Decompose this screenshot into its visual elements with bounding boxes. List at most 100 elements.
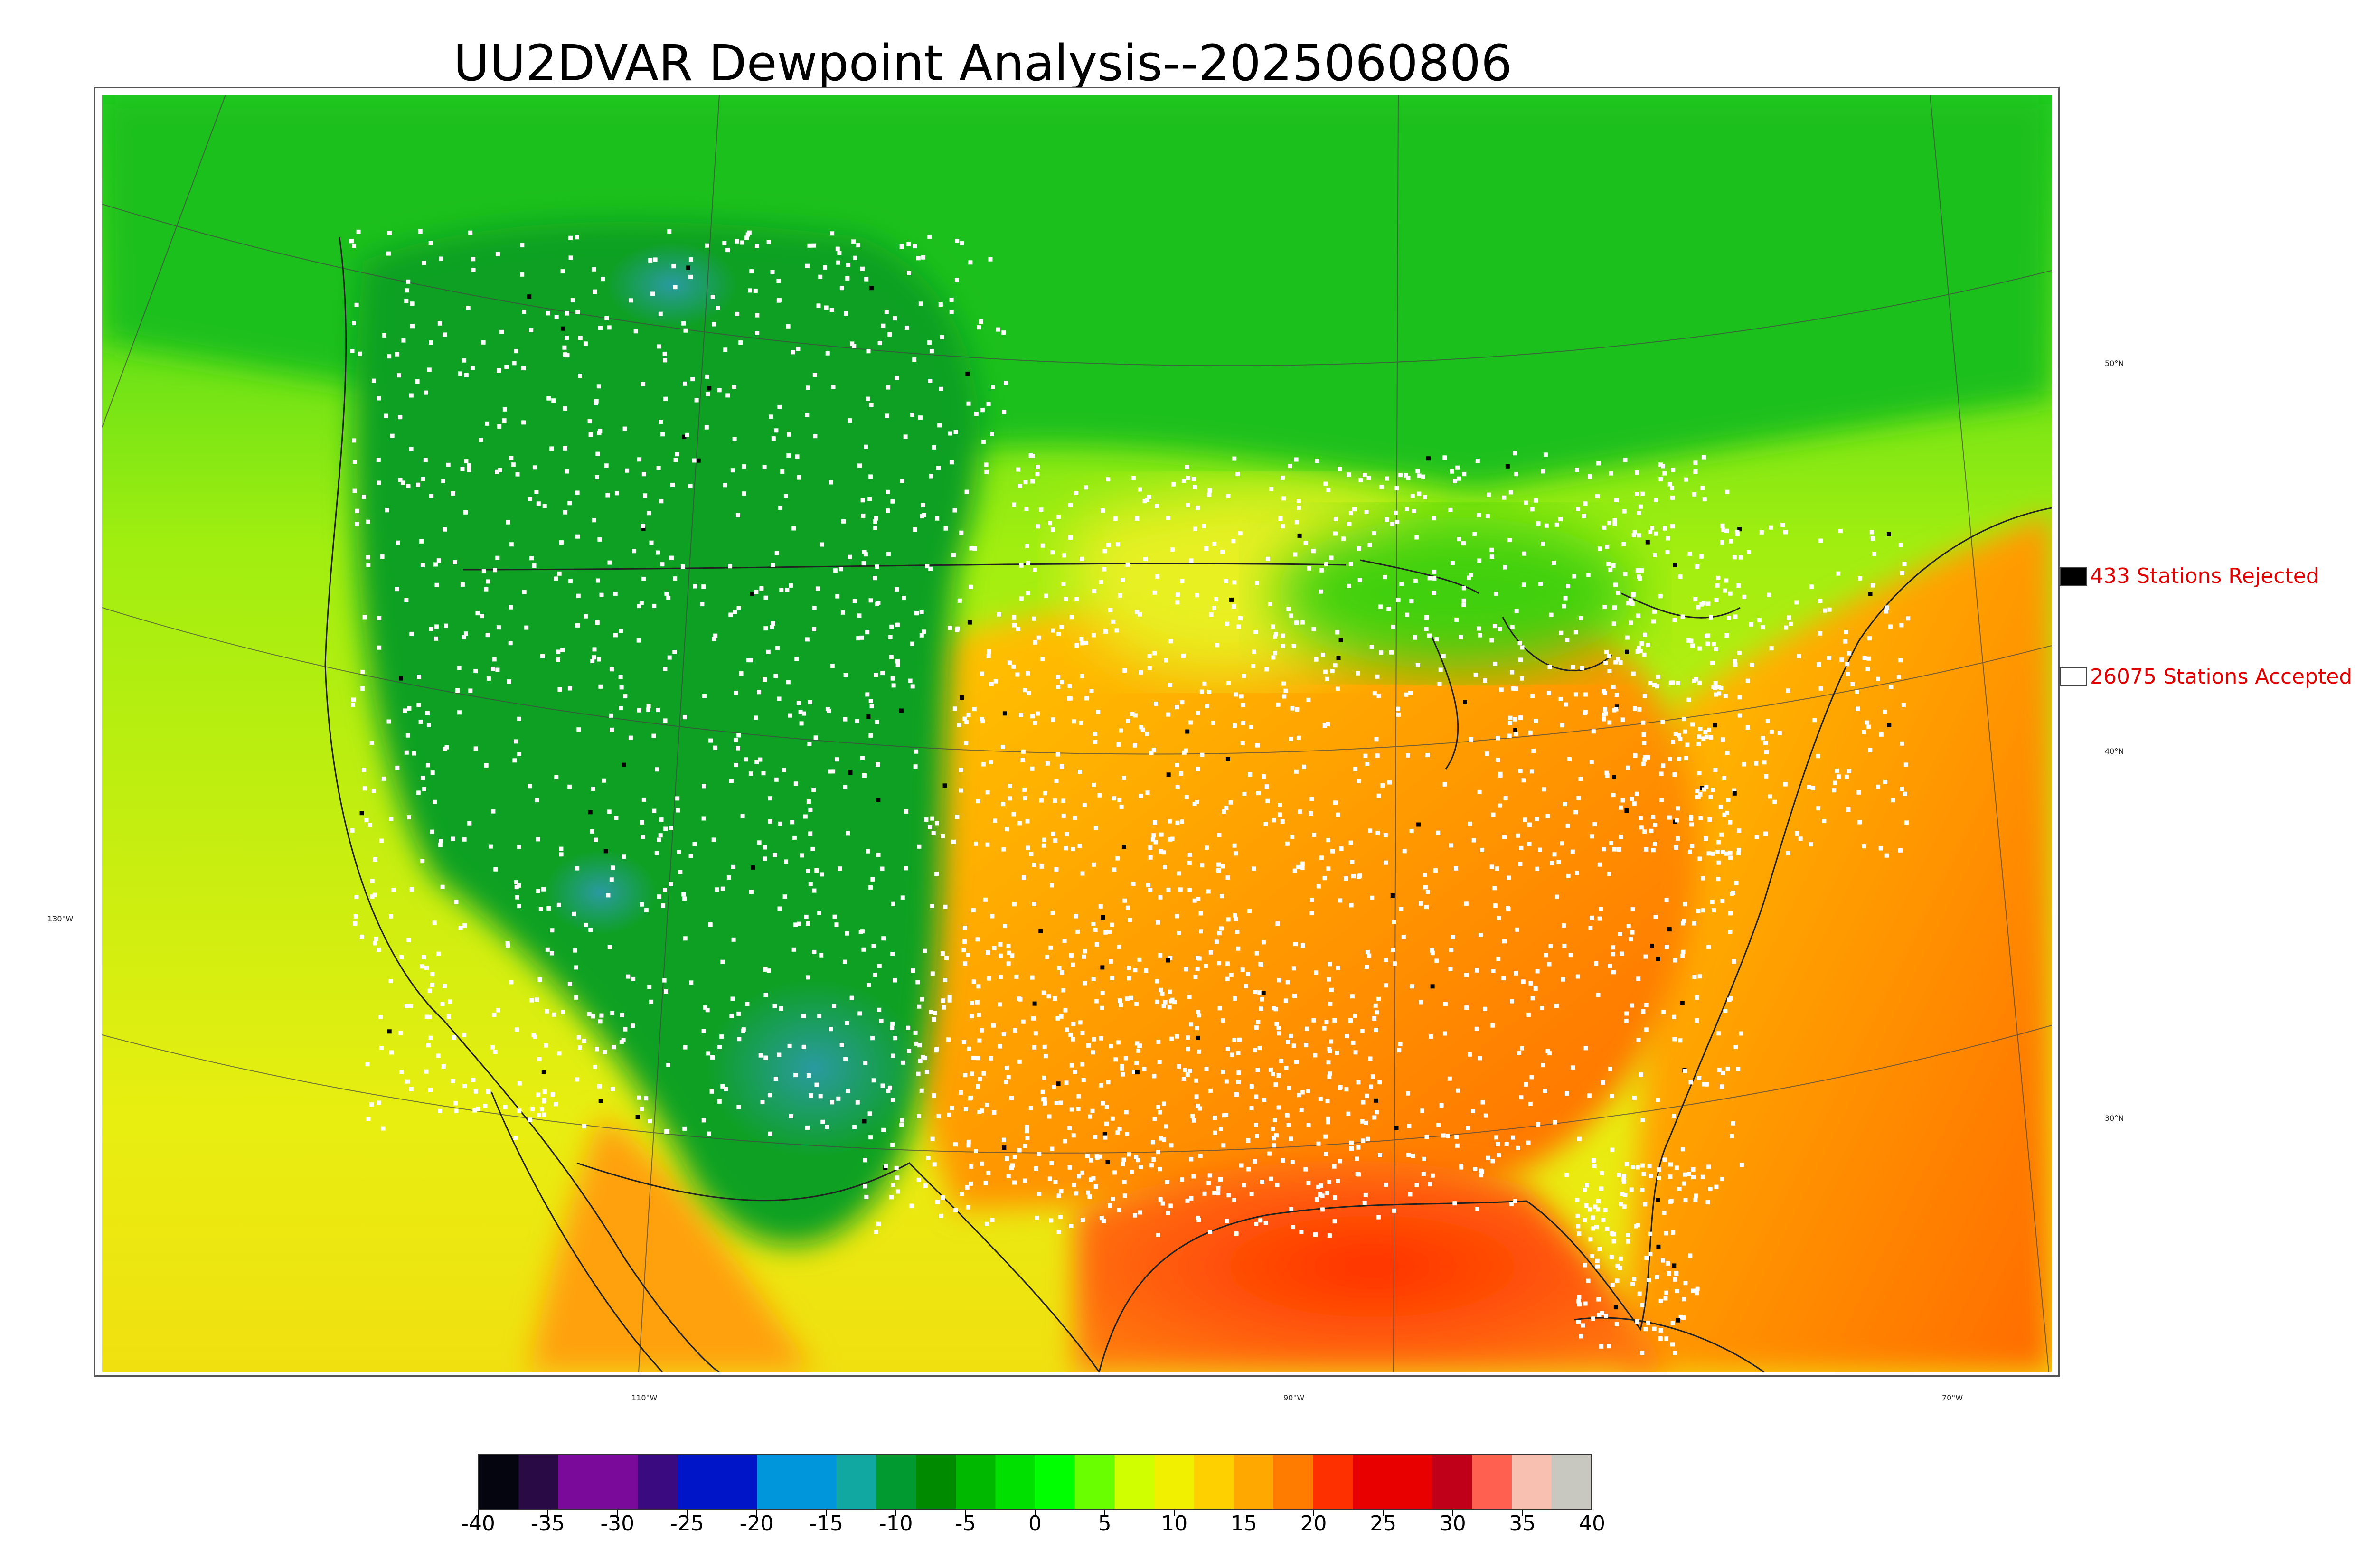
station-accepted [1281,496,1286,501]
station-accepted [816,303,821,308]
station-accepted [1177,871,1181,876]
station-accepted [418,229,423,234]
station-accepted [963,961,968,966]
station-accepted [1591,1316,1595,1321]
station-accepted [812,627,817,631]
station-accepted [1693,1198,1698,1202]
station-accepted [817,911,821,915]
station-accepted [1044,593,1048,598]
station-accepted [1523,817,1527,822]
station-accepted [542,1112,546,1117]
station-accepted [1678,574,1683,579]
station-accepted [506,520,510,525]
station-accepted [1673,958,1678,963]
station-accepted [1242,1183,1246,1188]
station-accepted [949,460,954,465]
station-accepted [1316,1184,1321,1189]
station-accepted [631,976,636,981]
station-accepted [886,489,890,494]
station-accepted [701,1029,706,1033]
station-accepted [584,614,588,619]
station-accepted [1255,1134,1259,1138]
station-accepted [1677,1187,1682,1191]
station-accepted [1061,988,1066,993]
station-accepted [1193,975,1198,979]
station-accepted [848,554,852,559]
station-accepted [1780,523,1785,527]
station-accepted [1404,473,1408,478]
station-accepted [980,1108,984,1113]
station-accepted [1063,1139,1067,1144]
station-accepted [1166,1211,1170,1215]
station-accepted [1054,867,1059,872]
station-accepted [705,374,709,379]
station-accepted [1072,719,1076,724]
station-accepted [1333,800,1338,805]
station-accepted [1733,614,1738,619]
station-accepted [1216,868,1221,873]
station-accepted [720,886,725,891]
station-accepted [973,1149,978,1154]
station-accepted [1637,1291,1642,1296]
station-accepted [1350,994,1355,999]
station-accepted [496,625,501,630]
lat-label-40: 40°N [2105,747,2124,756]
station-rejected [399,676,403,681]
station-accepted [1168,989,1172,994]
station-accepted [900,895,905,900]
station-accepted [1640,1188,1645,1192]
station-accepted [768,1131,772,1136]
station-accepted [1716,1031,1721,1036]
station-accepted [1274,1133,1279,1138]
station-rejected [527,294,532,299]
station-markers[interactable] [349,229,1911,1355]
station-accepted [1618,1266,1622,1270]
station-accepted [514,739,518,744]
station-accepted [1683,902,1687,907]
station-accepted [881,323,886,328]
station-accepted [641,797,646,802]
station-accepted [1878,846,1883,851]
station-accepted [1399,582,1404,586]
station-accepted [936,466,941,470]
station-accepted [1307,566,1311,571]
station-accepted [427,1014,432,1019]
station-accepted [1166,516,1171,520]
station-accepted [1721,1070,1725,1075]
station-accepted [647,985,652,989]
station-accepted [1035,472,1040,477]
station-accepted [425,711,430,715]
station-accepted [1068,503,1073,507]
station-accepted [1316,884,1321,889]
station-accepted [728,612,733,617]
colorbar-tick [965,1510,966,1516]
station-accepted [1155,979,1159,984]
station-accepted [1668,1174,1673,1179]
station-accepted [464,373,469,377]
station-accepted [562,345,567,350]
station-accepted [791,350,795,355]
station-accepted [1447,1076,1452,1081]
station-accepted [1049,1218,1054,1223]
station-accepted [1608,1067,1612,1071]
station-accepted [568,235,573,240]
station-accepted [1241,721,1246,725]
station-accepted [590,829,594,834]
dewpoint-map[interactable] [102,95,2052,1372]
station-accepted [1608,964,1612,968]
station-accepted [915,980,920,985]
station-accepted [1163,1000,1168,1005]
station-accepted [1884,609,1889,614]
station-accepted [917,1114,922,1118]
station-accepted [1639,825,1644,830]
station-accepted [962,939,967,944]
station-accepted [1009,1165,1014,1170]
station-accepted [434,636,438,641]
station-accepted [1196,897,1201,901]
station-accepted [735,513,740,517]
station-accepted [1468,1052,1472,1057]
station-accepted [350,828,355,833]
station-accepted [430,829,434,834]
map-panel[interactable]: 50°N 40°N 30°N [94,87,2124,1377]
station-accepted [733,610,737,614]
